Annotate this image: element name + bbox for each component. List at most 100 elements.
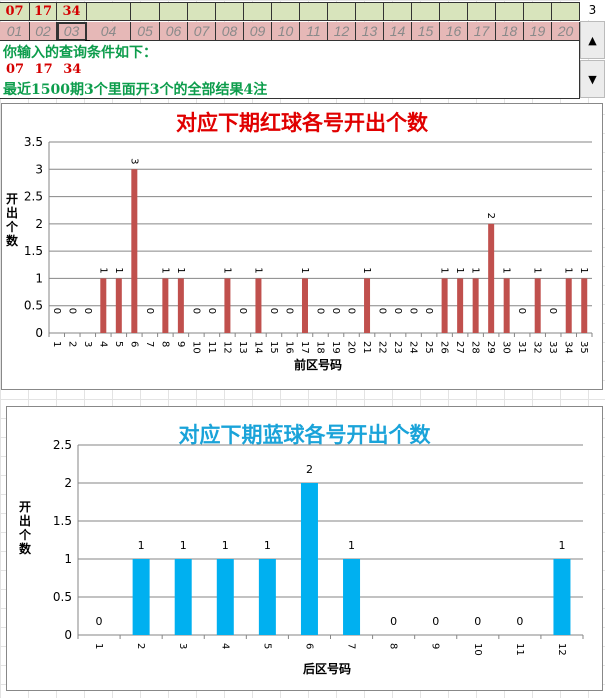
- number-cell[interactable]: 19: [524, 22, 552, 41]
- number-cell[interactable]: 20: [552, 22, 580, 41]
- bar: [255, 278, 262, 333]
- number-cell[interactable]: 06: [160, 22, 188, 41]
- number-cell[interactable]: 09: [244, 22, 272, 41]
- number-cell[interactable]: 17: [468, 22, 496, 41]
- svg-text:31: 31: [516, 341, 527, 354]
- selected-number-cell[interactable]: 34: [57, 2, 87, 21]
- svg-text:3.5: 3.5: [24, 135, 43, 149]
- selected-number-cell[interactable]: [496, 2, 524, 21]
- svg-text:2: 2: [64, 476, 72, 490]
- number-cell[interactable]: 07: [188, 22, 216, 41]
- svg-text:26: 26: [439, 341, 450, 354]
- arrow-down-icon: ▼: [588, 72, 597, 86]
- number-cell[interactable]: 03: [57, 22, 87, 41]
- number-cell[interactable]: 18: [496, 22, 524, 41]
- selected-number-cell[interactable]: [160, 2, 188, 21]
- selected-number-cell[interactable]: [244, 2, 272, 21]
- svg-text:25: 25: [423, 341, 434, 354]
- selected-number-cell[interactable]: [524, 2, 552, 21]
- bar: [162, 278, 169, 333]
- svg-text:8: 8: [388, 643, 399, 649]
- number-cell[interactable]: 16: [440, 22, 468, 41]
- svg-text:32: 32: [532, 341, 543, 354]
- selected-number-cell[interactable]: 17: [30, 2, 57, 21]
- blue-chart-y-axis-title: 开出个数: [19, 500, 32, 556]
- svg-text:0: 0: [474, 615, 481, 628]
- number-cell[interactable]: 08: [216, 22, 244, 41]
- selected-number-cell[interactable]: [440, 2, 468, 21]
- svg-text:0: 0: [330, 308, 341, 314]
- svg-text:0: 0: [66, 308, 77, 314]
- svg-text:29: 29: [485, 341, 496, 354]
- svg-text:2: 2: [35, 217, 43, 231]
- number-cell[interactable]: 05: [131, 22, 160, 41]
- bar: [174, 559, 192, 635]
- selected-number-cell[interactable]: [328, 2, 356, 21]
- bar: [224, 278, 231, 333]
- red-chart-y-axis-title: 开出个数: [6, 192, 19, 248]
- number-cell[interactable]: 04: [87, 22, 131, 41]
- bar: [488, 223, 495, 333]
- svg-text:16: 16: [283, 341, 294, 354]
- svg-text:1: 1: [454, 267, 465, 273]
- spin-down-button[interactable]: ▼: [580, 60, 605, 98]
- bar: [300, 483, 318, 635]
- bar: [115, 278, 122, 333]
- number-cell[interactable]: 14: [384, 22, 412, 41]
- number-grid-row: 01 02 03 04 05 06 07 08 09 10 11 12 13 14 15 16 17 18 19 20: [0, 22, 580, 41]
- red-ball-chart[interactable]: 对应下期红球各号开出个数 开出个数 前区号码 0 0.5 1 1.5 2 2.5 3 3.5 0…: [1, 103, 603, 390]
- svg-text:11: 11: [206, 341, 217, 354]
- svg-text:28: 28: [470, 341, 481, 354]
- svg-text:23: 23: [392, 341, 403, 354]
- number-cell[interactable]: 10: [272, 22, 300, 41]
- bar: [100, 278, 107, 333]
- number-cell[interactable]: 15: [412, 22, 440, 41]
- selected-number-cell[interactable]: [300, 2, 328, 21]
- selected-number-cell[interactable]: [384, 2, 412, 21]
- selected-number-cell[interactable]: [272, 2, 300, 21]
- svg-text:0: 0: [408, 308, 419, 314]
- blue-ball-chart[interactable]: 对应下期蓝球各号开出个数 开出个数 后区号码 0 0.5 1 1.5 2 2.5 0 1 1 2 1…: [6, 406, 603, 691]
- number-cell[interactable]: 12: [328, 22, 356, 41]
- svg-text:21: 21: [361, 341, 372, 354]
- spin-up-button[interactable]: ▲: [580, 21, 605, 59]
- svg-text:17: 17: [299, 341, 310, 354]
- query-header: 你输入的查询条件如下：: [3, 45, 157, 61]
- selected-number-cell[interactable]: [131, 2, 160, 21]
- bar: [301, 278, 308, 333]
- selected-number-cell[interactable]: [468, 2, 496, 21]
- bar: [581, 278, 588, 333]
- svg-text:2: 2: [135, 643, 146, 649]
- svg-text:8: 8: [159, 341, 170, 347]
- selected-number-cell[interactable]: [412, 2, 440, 21]
- red-chart-plot: 00.511.522.533.5010203141536071819010011…: [24, 135, 593, 354]
- selected-number-cell[interactable]: [188, 2, 216, 21]
- svg-text:1.5: 1.5: [53, 514, 72, 528]
- svg-text:13: 13: [237, 341, 248, 354]
- selected-number-cell[interactable]: [87, 2, 131, 21]
- svg-text:1: 1: [35, 271, 43, 285]
- selected-number-cell[interactable]: [552, 2, 580, 21]
- number-cell[interactable]: 13: [356, 22, 384, 41]
- selected-number-cell[interactable]: [356, 2, 384, 21]
- svg-text:0: 0: [268, 308, 279, 314]
- svg-text:0: 0: [390, 615, 397, 628]
- svg-text:22: 22: [377, 341, 388, 354]
- svg-text:1: 1: [348, 539, 355, 552]
- svg-text:7: 7: [144, 341, 155, 347]
- svg-text:1: 1: [51, 341, 62, 347]
- selected-number-cell[interactable]: [216, 2, 244, 21]
- bar: [343, 559, 361, 635]
- number-cell[interactable]: 11: [300, 22, 328, 41]
- bar: [565, 278, 572, 333]
- svg-text:0: 0: [346, 308, 357, 314]
- spinner-value: 3: [580, 0, 605, 20]
- svg-text:30: 30: [501, 341, 512, 354]
- bar: [258, 559, 276, 635]
- number-cell[interactable]: 02: [30, 22, 57, 41]
- svg-text:9: 9: [430, 643, 441, 649]
- spinner-control[interactable]: 3 ▲ ▼: [580, 0, 605, 100]
- svg-text:6: 6: [303, 643, 314, 649]
- number-cell[interactable]: 01: [0, 22, 30, 41]
- selected-number-cell[interactable]: 07: [0, 2, 30, 21]
